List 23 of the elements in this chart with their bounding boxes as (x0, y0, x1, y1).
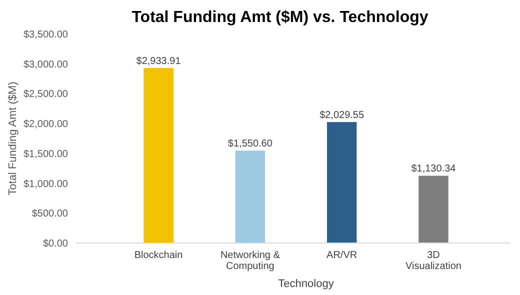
chart-title: Total Funding Amt ($M) vs. Technology (132, 9, 428, 26)
y-tick-label: $500.00 (32, 208, 68, 220)
bar (326, 122, 358, 244)
x-tick-label: Blockchain (134, 250, 183, 261)
y-tick-label: $0.00 (42, 238, 68, 250)
y-tick-label: $1,500.00 (24, 148, 68, 160)
x-axis-title: Technology (278, 278, 334, 290)
x-tick-label: AR/VR (326, 250, 358, 261)
data-label: $1,130.34 (411, 164, 456, 175)
y-tick-label: $2,000.00 (24, 119, 68, 130)
y-tick-label: $1,000.00 (24, 178, 68, 190)
data-label: $1,550.60 (228, 138, 273, 150)
bar (418, 175, 449, 244)
y-axis-title: Total Funding Amt ($M) (7, 82, 19, 196)
y-tick-label: $2,500.00 (24, 89, 68, 100)
data-label: $2,933.91 (136, 56, 182, 67)
y-tick-label: $3,000.00 (24, 59, 68, 70)
bar (234, 150, 266, 244)
x-tick-label: Networking & Computing (220, 250, 280, 272)
y-tick-label: $3,500.00 (24, 30, 68, 40)
bar (143, 68, 174, 244)
data-label: $2,029.55 (320, 110, 364, 121)
x-tick-label: 3D Visualization (405, 250, 462, 272)
